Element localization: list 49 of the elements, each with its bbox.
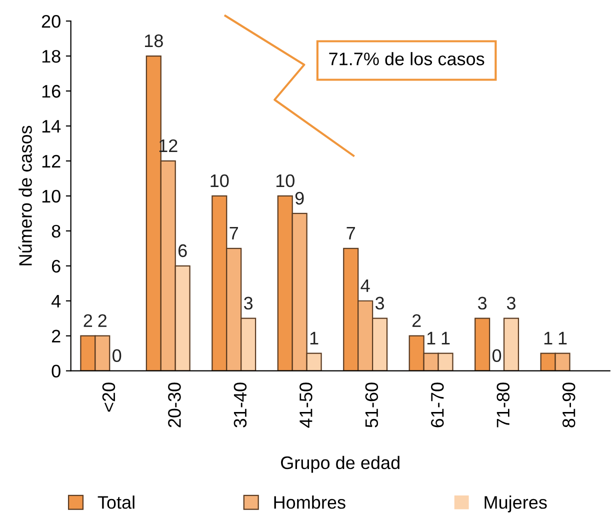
y-tick-label: 10 bbox=[42, 190, 60, 203]
legend-label: Total bbox=[98, 496, 134, 509]
x-tick-label: 41-50 bbox=[300, 382, 312, 428]
data-label: 10 bbox=[210, 174, 229, 188]
data-label: 0 bbox=[492, 349, 502, 362]
x-tick-label: 51-60 bbox=[365, 382, 378, 428]
data-label: 1 bbox=[427, 332, 436, 344]
data-label: 1 bbox=[558, 332, 567, 344]
legend-label: Mujeres bbox=[484, 496, 547, 512]
annotation: 71.7% de los casos bbox=[329, 52, 484, 66]
x-tick-label: <20 bbox=[102, 382, 116, 412]
x-tick-label: 20-30 bbox=[168, 382, 181, 428]
y-tick-label: 18 bbox=[42, 50, 60, 63]
data-label: 2 bbox=[98, 314, 107, 327]
y-tick-label: 16 bbox=[42, 84, 60, 98]
data-label: 18 bbox=[145, 34, 163, 48]
data-label: 1 bbox=[310, 332, 318, 344]
x-tick-label: 71-80 bbox=[496, 382, 510, 428]
y-tick-label: 20 bbox=[42, 14, 60, 28]
data-label: 1 bbox=[442, 332, 450, 344]
data-label: 3 bbox=[506, 296, 516, 310]
data-label: 6 bbox=[178, 244, 187, 258]
data-label: 1 bbox=[544, 332, 552, 344]
x-tick-label: 81-90 bbox=[562, 382, 576, 428]
data-label: 9 bbox=[295, 192, 304, 205]
data-label: 10 bbox=[276, 174, 294, 188]
data-label: 7 bbox=[346, 226, 355, 240]
data-label: 7 bbox=[230, 226, 238, 240]
data-label: 2 bbox=[84, 314, 92, 327]
y-tick-label: 2 bbox=[52, 330, 60, 342]
x-tick-label: 61-70 bbox=[431, 382, 444, 428]
legend-label: Hombres bbox=[274, 496, 346, 509]
data-label: 3 bbox=[375, 296, 384, 310]
y-tick-label: 12 bbox=[42, 154, 60, 168]
data-label: 2 bbox=[412, 314, 421, 327]
data-label: 3 bbox=[244, 296, 253, 310]
data-label: 4 bbox=[360, 279, 370, 292]
bar bbox=[503, 318, 520, 371]
y-tick-label: 14 bbox=[42, 120, 61, 133]
y-tick-label: 6 bbox=[52, 260, 60, 273]
x-axis-title: Grupo de edad bbox=[281, 456, 400, 473]
bar bbox=[474, 318, 490, 371]
y-tick-label: 0 bbox=[52, 364, 60, 378]
y-tick-label: 8 bbox=[52, 224, 60, 238]
x-tick-label: 31-40 bbox=[234, 382, 247, 428]
y-tick-label: 4 bbox=[51, 294, 61, 308]
data-label: 3 bbox=[478, 296, 487, 310]
y-axis-title: Número de casos bbox=[18, 126, 32, 266]
data-label: 0 bbox=[112, 349, 122, 362]
